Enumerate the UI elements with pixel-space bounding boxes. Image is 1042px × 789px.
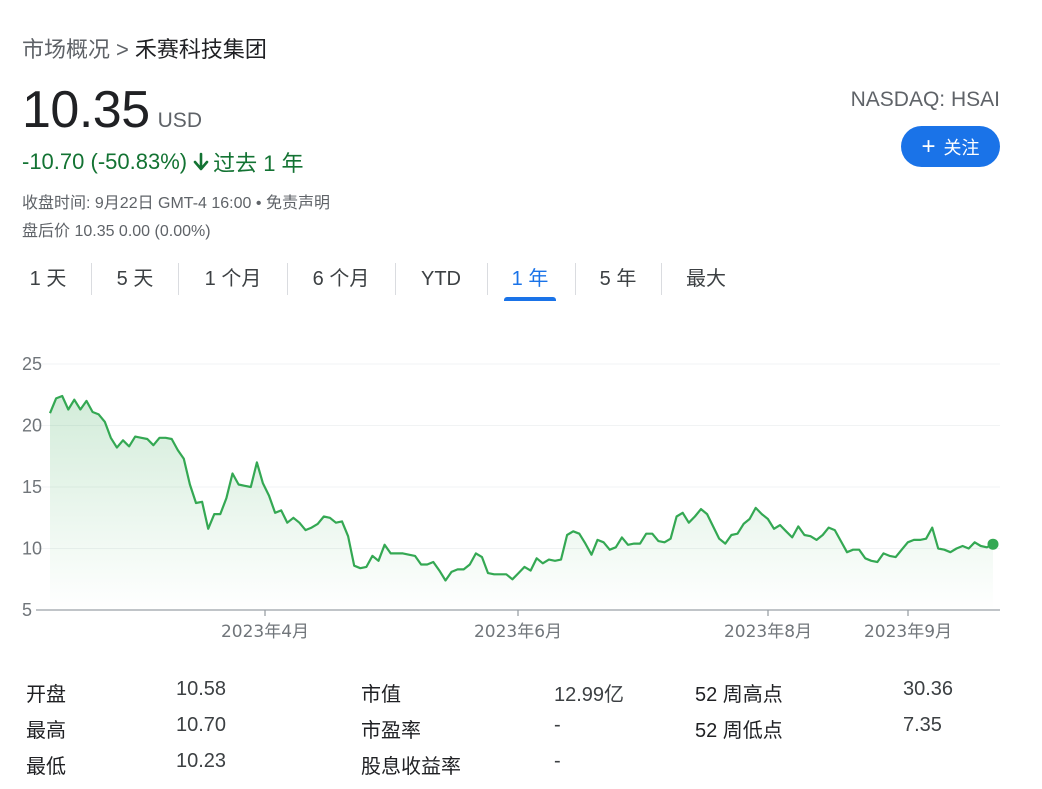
y-tick-label: 25 [22,354,42,374]
price-change: -10.70 (-50.83%) [22,149,188,174]
y-tick-label: 15 [22,477,42,497]
tab-divider [487,263,488,295]
x-tick-label: 2023年9月 [864,622,952,642]
arrow-down-icon [193,152,209,171]
breadcrumb-market-overview-link[interactable]: 市场概况 [22,37,111,62]
price-row: 10.35 USD [22,80,202,140]
tab-1-year[interactable]: 1 年 [504,260,556,301]
tab-1-day[interactable]: 1 天 [20,260,76,298]
breadcrumb-current: 禾赛科技集团 [134,37,267,62]
tab-5-years[interactable]: 5 年 [590,260,646,298]
tab-1-month[interactable]: 1 个月 [194,260,272,298]
tab-divider [178,263,179,295]
tab-label: YTD [421,268,461,290]
tab-label: 1 年 [511,268,549,290]
stat-value-open: 10.58 [176,678,227,700]
stat-label-52wk-low: 52 周低点 [695,720,783,742]
stat-value-dividend-yield: - [554,750,561,772]
disclaimer-link[interactable]: 免责声明 [265,195,330,212]
follow-button[interactable]: + 关注 [901,126,1000,167]
bullet-separator: • [255,195,262,212]
stat-value-pe-ratio: - [554,714,561,736]
close-time-row: 收盘时间: 9月22日 GMT-4 16:00 • 免责声明 [22,189,330,213]
stat-value-high: 10.70 [176,714,227,736]
tab-label: 1 个月 [204,268,262,290]
tab-label: 5 年 [599,268,637,290]
tab-6-months[interactable]: 6 个月 [302,260,380,298]
tab-label: 1 天 [29,268,67,290]
last-price-point [987,538,999,550]
stat-label-market-cap: 市值 [361,684,401,706]
price-area-fill [50,396,993,610]
tab-ytd[interactable]: YTD [410,260,472,298]
stat-value-low: 10.23 [176,750,227,772]
active-tab-indicator [504,297,556,301]
timerange-tabs: 1 天 5 天 1 个月 6 个月 YTD 1 年 5 年 最大 [0,260,1042,301]
x-tick-label: 2023年8月 [724,622,812,642]
tab-label: 5 天 [116,268,154,290]
x-tick-label: 2023年6月 [474,622,562,642]
currency-code: USD [157,109,202,132]
tab-max[interactable]: 最大 [676,260,736,298]
follow-label: 关注 [943,137,980,158]
stat-label-pe-ratio: 市盈率 [361,720,421,742]
y-tick-label: 20 [22,416,42,436]
tab-divider [661,263,662,295]
y-tick-label: 10 [22,539,42,559]
stat-value-market-cap: 12.99亿 [554,684,625,706]
tab-5-days[interactable]: 5 天 [106,260,164,298]
price-change-row: -10.70 (-50.83%) 过去 1 年 [22,146,304,178]
plus-icon: + [921,132,936,160]
stat-label-dividend-yield: 股息收益率 [361,756,461,778]
stat-label-high: 最高 [26,720,66,742]
stat-label-open: 开盘 [26,684,66,706]
stat-label-52wk-high: 52 周高点 [695,684,783,706]
exchange-ticker: NASDAQ: HSAI [850,88,1000,111]
stock-price: 10.35 [22,81,150,139]
after-hours-price: 盘后价 10.35 0.00 (0.00%) [22,223,211,240]
close-time: 收盘时间: 9月22日 GMT-4 16:00 [22,195,252,212]
breadcrumb-separator: > [116,37,129,62]
y-tick-label: 5 [22,600,32,620]
stat-label-low: 最低 [26,756,66,778]
change-period: 过去 1 年 [213,151,304,176]
x-tick-label: 2023年4月 [221,622,309,642]
tab-divider [395,263,396,295]
stat-value-52wk-low: 7.35 [903,714,942,736]
tab-label: 最大 [686,268,726,290]
stat-value-52wk-high: 30.36 [903,678,954,700]
tab-divider [575,263,576,295]
breadcrumb: 市场概况 > 禾赛科技集团 [22,32,267,64]
price-line [48,394,994,582]
tab-divider [91,263,92,295]
tab-label: 6 个月 [312,268,370,290]
price-chart[interactable]: 5 10 15 20 25 2023年4月 2023年6月 2023年8月 2023年9月 [0,340,1042,650]
tab-divider [287,263,288,295]
